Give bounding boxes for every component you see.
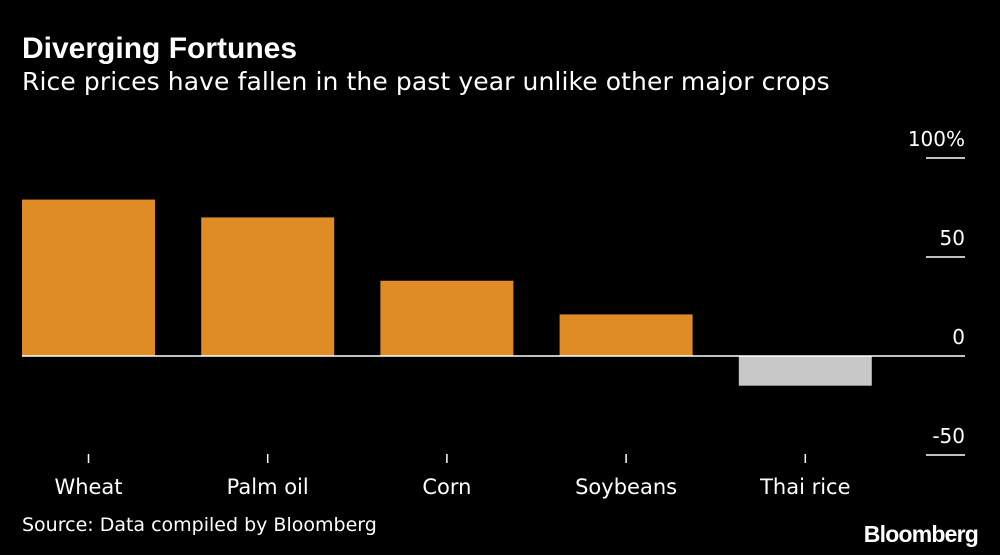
source-note: Source: Data compiled by Bloomberg [22,514,377,536]
x-axis: Wheat Palm oil Corn Soybeans Thai rice [54,454,851,499]
y-tick-label: 100% [908,127,965,151]
y-axis: 100% 50 0 -50 [908,127,965,456]
y-tick-label: 0 [952,325,965,349]
bar-soybeans [559,314,693,356]
x-tick-label: Soybeans [575,475,677,499]
y-tick-label: -50 [932,424,965,448]
x-tick-label: Wheat [54,475,122,499]
bars-group [22,199,872,386]
bar-wheat [22,199,155,356]
bar-palm-oil [201,217,335,356]
y-tick-label: 50 [940,226,965,250]
bar-thai-rice [738,356,872,386]
bar-corn [380,280,514,356]
bloomberg-logo: Bloomberg [863,521,979,547]
x-tick-label: Corn [422,475,471,499]
chart-title: Diverging Fortunes [22,32,298,65]
chart-subtitle: Rice prices have fallen in the past year… [22,67,830,96]
x-tick-label: Palm oil [227,475,309,499]
x-tick-label: Thai rice [759,475,850,499]
